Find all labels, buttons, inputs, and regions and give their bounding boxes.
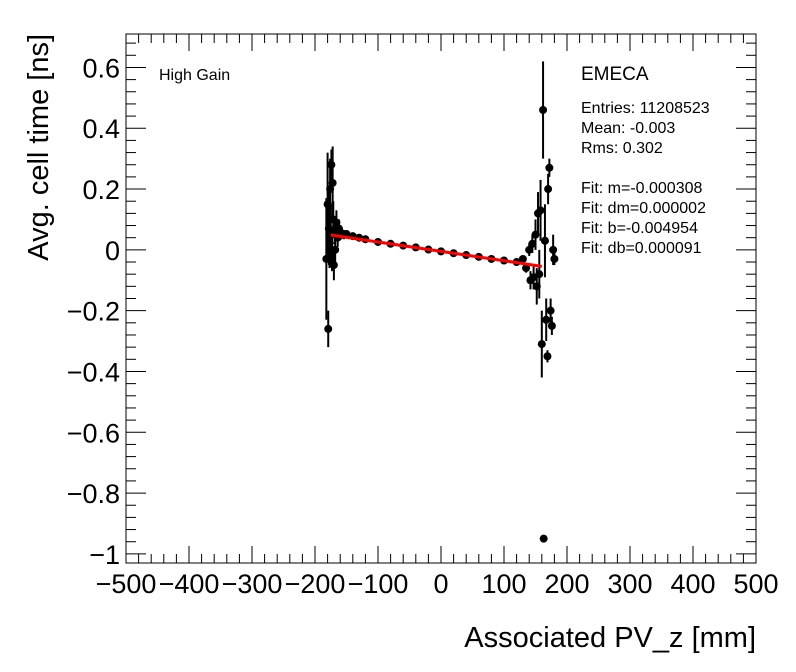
data-point — [542, 315, 551, 324]
x-tick-labels: −500 −400 −300 −200 −100 0 100 200 300 400 500 — [96, 569, 779, 599]
x-tick-label: −100 — [348, 569, 409, 599]
data-point — [332, 218, 341, 227]
data-point — [544, 185, 553, 194]
error-bars — [325, 61, 556, 378]
stats-line: Entries: 11208523 — [581, 100, 710, 117]
x-tick-label: −300 — [222, 569, 283, 599]
data-point — [532, 282, 541, 291]
x-tick-label: −400 — [159, 569, 220, 599]
data-point — [539, 106, 548, 115]
data-point — [546, 306, 555, 315]
y-tick-label: −0.2 — [67, 297, 120, 327]
stats-line: Fit: db=0.000091 — [581, 240, 702, 257]
data-point — [531, 230, 540, 239]
data-point — [331, 245, 340, 254]
stats-line: Mean: -0.003 — [581, 120, 675, 137]
y-axis-label: Avg. cell time [ns] — [23, 34, 55, 261]
data-points — [322, 106, 559, 543]
gain-annotation: High Gain — [159, 67, 230, 84]
data-point — [549, 245, 558, 254]
region-annotation: EMECA — [581, 64, 649, 85]
data-point — [328, 178, 337, 187]
stats-box: Entries: 11208523 Mean: -0.003 Rms: 0.302 F… — [581, 100, 710, 257]
data-point — [326, 185, 335, 194]
data-point — [537, 340, 546, 349]
x-tick-label: 100 — [481, 569, 526, 599]
data-point — [322, 254, 331, 263]
data-point — [536, 206, 545, 215]
x-axis-label: Associated PV_z [mm] — [464, 622, 756, 654]
data-point — [545, 163, 554, 172]
data-point — [327, 160, 336, 169]
data-point — [329, 261, 338, 270]
stats-line: Fit: b=-0.004954 — [581, 220, 698, 237]
y-tick-label: −0.8 — [67, 479, 120, 509]
x-tick-label: 400 — [670, 569, 715, 599]
y-tick-label: 0.2 — [82, 175, 120, 205]
data-point — [539, 534, 548, 543]
data-point — [522, 264, 531, 273]
y-tick-label: −0.6 — [67, 418, 120, 448]
x-tick-label: −500 — [96, 569, 157, 599]
y-tick-labels: −1 −0.8 −0.6 −0.4 −0.2 0 0.2 0.4 0.6 — [67, 53, 120, 569]
axis-ticks — [125, 34, 757, 563]
y-tick-label: −1 — [89, 540, 120, 570]
fit-line — [330, 233, 543, 268]
data-point — [543, 352, 552, 361]
data-point — [323, 200, 332, 209]
data-point — [324, 324, 333, 333]
stats-line: Rms: 0.302 — [581, 140, 663, 157]
x-tick-label: 300 — [607, 569, 652, 599]
data-point — [325, 239, 334, 248]
x-tick-label: 200 — [544, 569, 589, 599]
stats-line: Fit: dm=0.000002 — [581, 200, 706, 217]
data-point — [547, 321, 556, 330]
y-tick-label: 0.6 — [82, 53, 120, 83]
data-point — [540, 236, 549, 245]
stats-line: Fit: m=-0.000308 — [581, 180, 703, 197]
y-tick-label: 0 — [105, 236, 120, 266]
data-point — [528, 239, 537, 248]
y-tick-label: 0.4 — [82, 114, 120, 144]
x-tick-label: 500 — [733, 569, 778, 599]
data-point — [525, 245, 534, 254]
x-tick-label: 0 — [433, 569, 448, 599]
data-point — [550, 254, 559, 263]
data-point — [535, 270, 544, 279]
x-tick-label: −200 — [285, 569, 346, 599]
data-point — [518, 254, 527, 263]
y-tick-label: −0.4 — [67, 357, 120, 387]
